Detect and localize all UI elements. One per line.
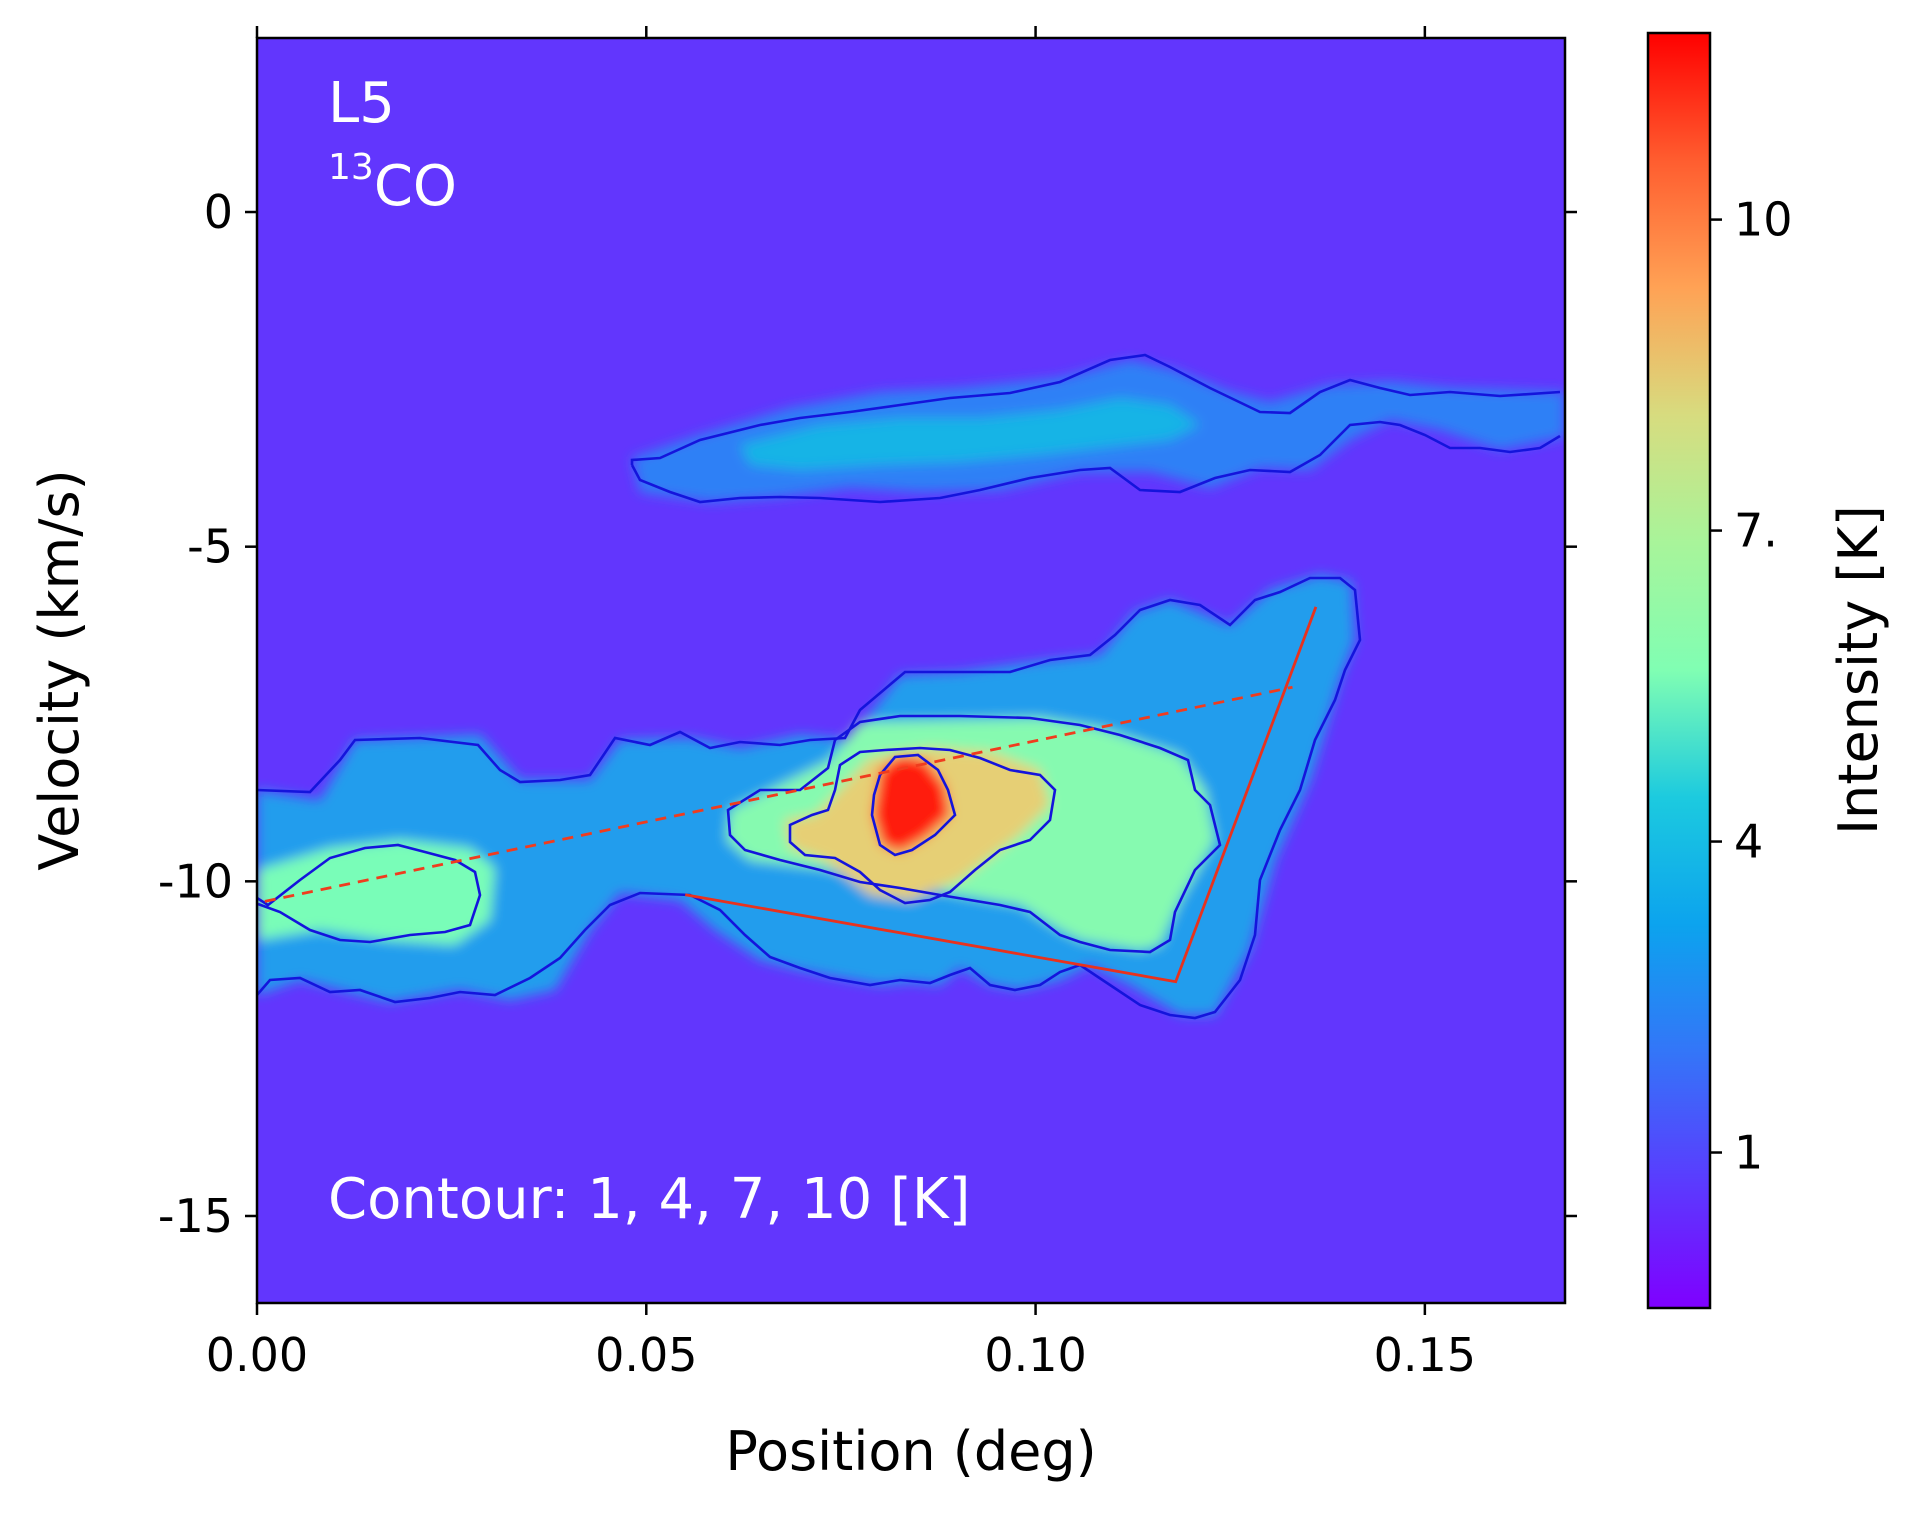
region-label: L5 bbox=[328, 71, 395, 136]
dashed-red-line bbox=[264, 685, 1293, 903]
emission-upper-filament-core bbox=[740, 398, 1200, 470]
line-label: 13CO bbox=[328, 147, 457, 219]
contour-4k-left bbox=[257, 843, 482, 944]
contour-4k-main bbox=[726, 714, 1222, 954]
y-tick-label-2: -10 bbox=[158, 854, 233, 908]
contour-1k-upper bbox=[630, 353, 1561, 465]
red-overlay-lines bbox=[264, 606, 1318, 984]
contour-lines bbox=[257, 353, 1561, 1020]
x-axis-title: Position (deg) bbox=[725, 1420, 1096, 1483]
colorbar-tick-label-3: 10 bbox=[1734, 193, 1793, 247]
contour-7k bbox=[788, 746, 1057, 905]
contour-1k-upper-lower bbox=[630, 420, 1561, 504]
colorbar-ticks: 147.10 bbox=[1710, 193, 1793, 1180]
y-tick-label-0: 0 bbox=[204, 185, 233, 239]
solid-red-line bbox=[684, 606, 1318, 984]
contour-1k-main bbox=[257, 576, 1362, 1020]
colorbar-tick-label-1: 4 bbox=[1734, 815, 1763, 869]
line-label-main: CO bbox=[374, 154, 457, 219]
colorbar-tick-label-0: 1 bbox=[1734, 1126, 1763, 1180]
y-axis-ticks: 0 -5 -10 -15 bbox=[158, 185, 1577, 1243]
x-axis-ticks: 0.00 0.05 0.10 0.15 bbox=[206, 26, 1476, 1382]
y-axis-title: Velocity (km/s) bbox=[28, 469, 91, 870]
plot-frame bbox=[255, 36, 1567, 1305]
colorbar bbox=[1646, 31, 1712, 1310]
x-tick-label-3: 0.15 bbox=[1374, 1328, 1476, 1382]
line-label-superscript: 13 bbox=[328, 147, 374, 188]
x-tick-label-0: 0.00 bbox=[206, 1328, 308, 1382]
colorbar-title: Intensity [K] bbox=[1827, 505, 1890, 835]
y-tick-label-1: -5 bbox=[187, 520, 233, 574]
x-tick-label-2: 0.10 bbox=[984, 1328, 1086, 1382]
colorbar-tick-label-2: 7. bbox=[1734, 504, 1778, 558]
x-tick-label-1: 0.05 bbox=[595, 1328, 697, 1382]
emission-map bbox=[257, 360, 1565, 1015]
contour-10k bbox=[870, 753, 957, 857]
emission-main-peak bbox=[873, 755, 950, 852]
contour-note: Contour: 1, 4, 7, 10 [K] bbox=[328, 1167, 970, 1232]
y-tick-label-3: -15 bbox=[158, 1189, 233, 1243]
plot-background bbox=[257, 38, 1565, 1303]
